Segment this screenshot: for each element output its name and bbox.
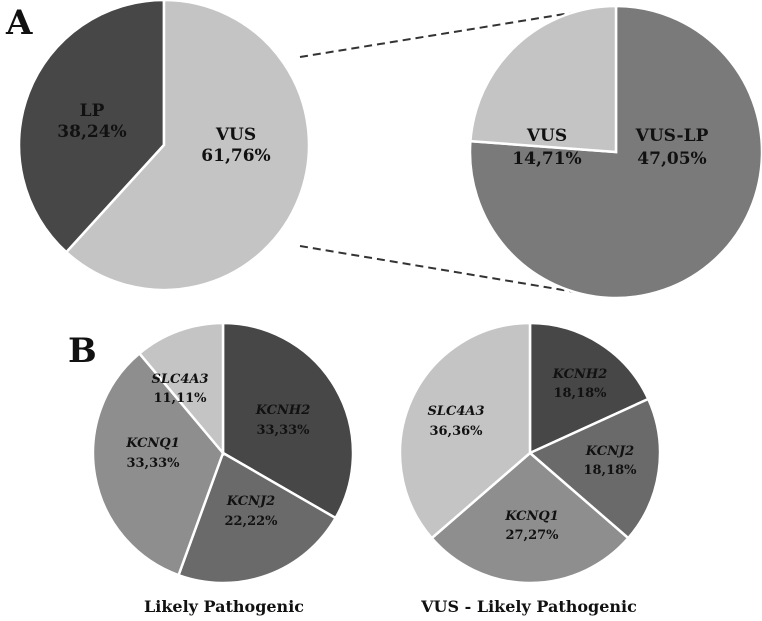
panel-b-label: B [68, 331, 97, 371]
caption-likely-pathogenic: Likely Pathogenic [144, 597, 304, 616]
slice-value-kcnj2: 22,22% [224, 514, 278, 529]
pie-slice-vus [469, 4, 618, 154]
slice-value-vus: 14,71% [512, 149, 581, 169]
zoom-connector-bottom [299, 245, 576, 293]
slice-value-kcnh2: 33,33% [256, 423, 310, 438]
slice-name-slc4a3: SLC4A3 [427, 404, 484, 419]
slice-name-kcnj2: KCNJ2 [226, 494, 275, 509]
pie-slice-kcnj2 [176, 451, 338, 585]
slice-name-kcnh2: KCNH2 [255, 403, 311, 418]
pie-slice-lp [17, 0, 166, 254]
slice-value-vus-lp: 47,05% [637, 149, 706, 169]
slice-name-slc4a3: SLC4A3 [151, 372, 208, 387]
slice-value-kcnq1: 27,27% [505, 528, 559, 543]
pie-slice-vus-lp [468, 4, 762, 300]
pie-slice-slc4a3 [398, 321, 532, 540]
slice-name-vus-lp: VUS-LP [635, 126, 709, 146]
pie-slice-kcnh2 [528, 321, 650, 455]
slice-name-lp: LP [80, 101, 105, 121]
slice-name-vus: VUS [526, 126, 567, 146]
pie-slice-slc4a3 [137, 321, 225, 457]
pie-slice-kcnq1 [429, 451, 631, 585]
pie-b-right: KCNH2 18,18% KCNJ2 18,18% KCNQ1 27,27% SLC4A3 3… [398, 321, 662, 585]
slice-name-kcnq1: KCNQ1 [504, 509, 559, 524]
caption-vus-likely-pathogenic: VUS - Likely Pathogenic [420, 597, 637, 616]
slice-value-slc4a3: 36,36% [429, 424, 483, 439]
slice-value-kcnj2: 18,18% [583, 463, 637, 478]
slice-name-vus: VUS [215, 125, 256, 145]
panel-a-label: A [5, 3, 33, 43]
slice-name-kcnj2: KCNJ2 [585, 444, 634, 459]
slice-value-lp: 38,24% [57, 122, 126, 142]
pie-slice-vus [64, 0, 311, 292]
pie-b-left: KCNH2 33,33% KCNJ2 22,22% KCNQ1 33,33% SLC4A3 1… [91, 321, 355, 585]
slice-name-kcnq1: KCNQ1 [125, 436, 180, 451]
pie-slice-kcnj2 [527, 397, 662, 540]
slice-value-vus: 61,76% [201, 146, 270, 166]
slice-value-slc4a3: 11,11% [153, 391, 207, 406]
slice-value-kcnh2: 18,18% [553, 386, 607, 401]
zoom-connector-top [299, 10, 584, 58]
pie-slice-kcnh2 [221, 321, 355, 520]
pie-slice-kcnq1 [91, 351, 225, 577]
slice-name-kcnh2: KCNH2 [552, 367, 608, 382]
pie-a-right: VUS-LP 47,05% VUS 14,71% [468, 4, 762, 300]
slice-value-kcnq1: 33,33% [126, 456, 180, 471]
